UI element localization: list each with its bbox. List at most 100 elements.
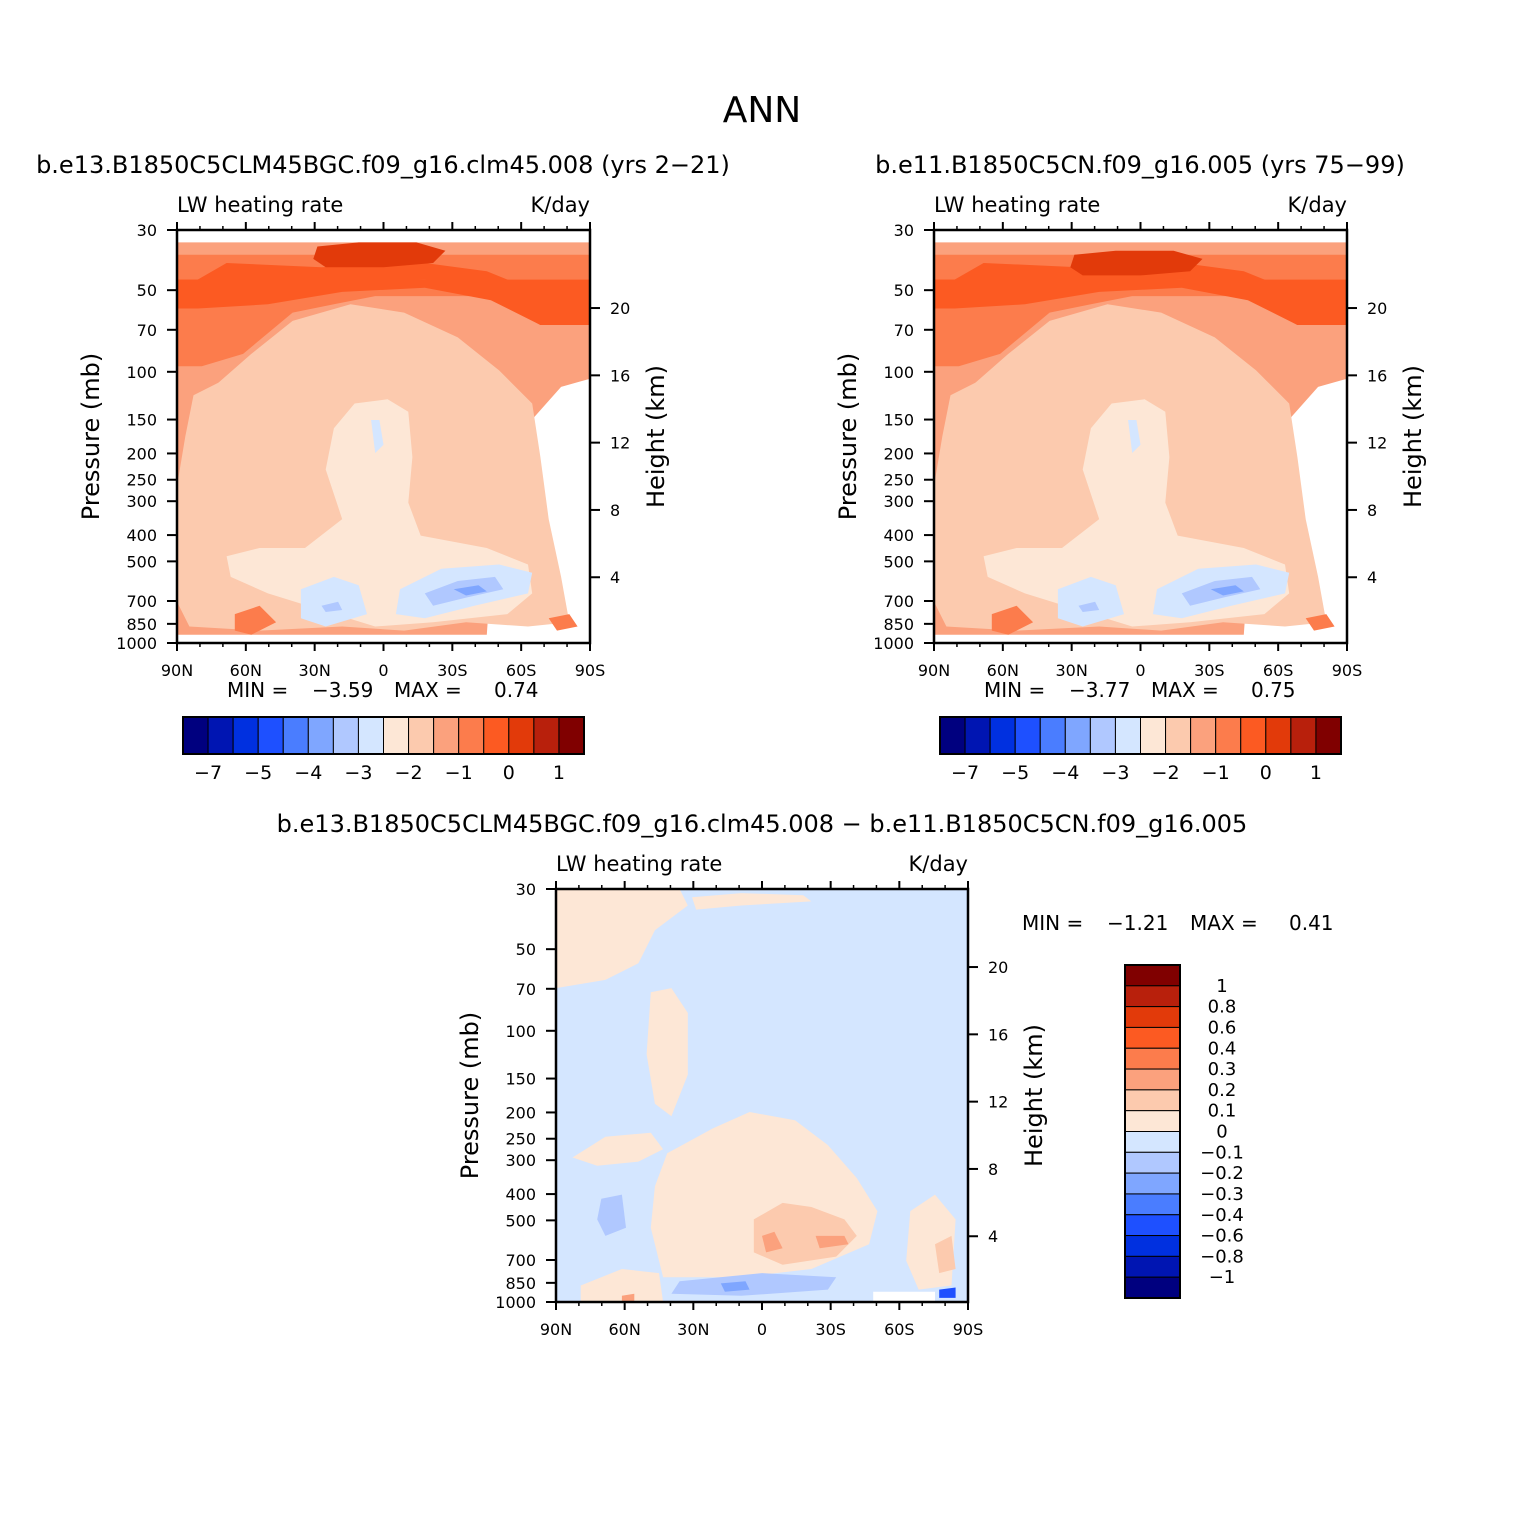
colorbar-box — [182, 716, 209, 755]
colorbar-label: −0.4 — [1200, 1205, 1244, 1226]
y-right-tick-label: 8 — [610, 501, 620, 520]
x-tick-label: 60N — [609, 1320, 641, 1339]
y-tick-label: 250 — [505, 1130, 536, 1149]
panel-title: b.e11.B1850C5CN.f09_g16.005 (yrs 75−99) — [875, 151, 1405, 179]
colorbar-box — [257, 716, 284, 755]
x-tick-label: 90N — [540, 1320, 572, 1339]
panel-case1: b.e13.B1850C5CLM45BGC.f09_g16.clm45.008 … — [36, 151, 730, 784]
colorbar-box — [1114, 716, 1141, 755]
colorbar-label: −0.1 — [1200, 1142, 1244, 1163]
colorbar-box — [1124, 1151, 1181, 1174]
colorbar-label: −1 — [1202, 762, 1230, 784]
contour-region — [1256, 632, 1331, 643]
colorbar-label: 1 — [1216, 976, 1227, 997]
y-right-tick-label: 4 — [610, 568, 620, 587]
y-tick-label: 400 — [126, 526, 157, 545]
y-tick-label: 70 — [137, 321, 157, 340]
colorbar-box — [1014, 716, 1041, 755]
min-label: MIN = — [1022, 911, 1083, 935]
colorbar: 10.80.60.40.30.20.10−0.1−0.2−0.3−0.4−0.6… — [1124, 964, 1244, 1299]
contour-region — [991, 605, 1034, 635]
min-value: −3.59 — [312, 678, 373, 702]
panel-right-label: K/day — [531, 193, 590, 217]
y-tick-label: 700 — [883, 592, 914, 611]
colorbar-label: 0.6 — [1208, 1017, 1237, 1038]
y-tick-label: 500 — [505, 1211, 536, 1230]
colorbar-box — [1124, 1068, 1181, 1091]
y-tick-label: 500 — [883, 552, 914, 571]
contour-region — [572, 1132, 664, 1166]
y-tick-label: 70 — [516, 980, 536, 999]
colorbar-box — [1039, 716, 1066, 755]
colorbar-box — [1124, 1047, 1181, 1070]
y-tick-label: 700 — [505, 1251, 536, 1270]
colorbar-box — [1124, 1131, 1181, 1153]
colorbar-label: 0.2 — [1208, 1080, 1237, 1101]
x-tick-label: 60N — [987, 661, 1019, 680]
y-tick-label: 400 — [505, 1185, 536, 1204]
contour-region — [815, 1235, 849, 1249]
colorbar-label: 1 — [1310, 762, 1322, 784]
y-right-tick-label: 12 — [988, 1093, 1008, 1112]
colorbar-box — [1124, 985, 1181, 1008]
colorbar-box — [282, 716, 309, 755]
colorbar-box — [1124, 1235, 1181, 1257]
panel-title: b.e13.B1850C5CLM45BGC.f09_g16.clm45.008 … — [277, 810, 1248, 838]
y-tick-label: 200 — [126, 444, 157, 463]
x-tick-label: 60S — [506, 661, 537, 680]
panel-diff: b.e13.B1850C5CLM45BGC.f09_g16.clm45.008 … — [277, 810, 1334, 1339]
min-label: MIN = — [984, 678, 1045, 702]
y-tick-label: 150 — [883, 411, 914, 430]
colorbar-label: 0.4 — [1208, 1038, 1237, 1059]
y-axis-label: Pressure (mb) — [834, 353, 862, 520]
colorbar-box — [1124, 1006, 1181, 1028]
colorbar-label: 0 — [503, 762, 515, 784]
colorbar-label: −4 — [294, 762, 322, 784]
contour-region — [597, 1194, 626, 1236]
contour-region — [1070, 250, 1203, 276]
x-tick-label: 30S — [1194, 661, 1225, 680]
colorbar-box — [558, 716, 585, 755]
y-right-tick-label: 8 — [988, 1160, 998, 1179]
y-tick-label: 30 — [516, 880, 536, 899]
colorbar-box — [1215, 716, 1242, 755]
colorbar-label: −5 — [1001, 762, 1029, 784]
y-tick-label: 400 — [883, 526, 914, 545]
max-label: MAX = — [1190, 911, 1258, 935]
colorbar-box — [1290, 716, 1317, 755]
contour-region — [935, 1235, 956, 1274]
contour-field — [177, 242, 590, 643]
y-right-tick-label: 20 — [1367, 299, 1387, 318]
max-value: 0.41 — [1289, 911, 1334, 935]
colorbar-label: −2 — [1152, 762, 1180, 784]
colorbar-box — [483, 716, 510, 755]
colorbar-label: −7 — [194, 762, 222, 784]
colorbar-box — [458, 716, 485, 755]
y-tick-label: 100 — [505, 1022, 536, 1041]
x-tick-label: 60S — [1263, 661, 1294, 680]
y-tick-label: 850 — [883, 615, 914, 634]
colorbar-box — [232, 716, 259, 755]
y-tick-label: 100 — [883, 363, 914, 382]
y-tick-label: 1000 — [495, 1293, 536, 1312]
colorbar-label: −0.2 — [1200, 1163, 1244, 1184]
colorbar-box — [964, 716, 991, 755]
y-right-tick-label: 16 — [988, 1025, 1008, 1044]
colorbar-label: 0.8 — [1208, 997, 1237, 1018]
max-label: MAX = — [1151, 678, 1219, 702]
colorbar-box — [357, 716, 384, 755]
y-tick-label: 250 — [883, 471, 914, 490]
contour-region — [313, 242, 446, 268]
max-value: 0.74 — [494, 678, 539, 702]
contour-region — [720, 1281, 750, 1292]
colorbar-box — [1265, 716, 1292, 755]
colorbar-label: −2 — [395, 762, 423, 784]
y-right-tick-label: 4 — [1367, 568, 1377, 587]
y-tick-label: 100 — [126, 363, 157, 382]
contour-region — [873, 1291, 935, 1302]
max-value: 0.75 — [1251, 678, 1296, 702]
y-tick-label: 200 — [883, 444, 914, 463]
x-tick-label: 30S — [437, 661, 468, 680]
colorbar-box — [1124, 1193, 1181, 1216]
colorbar-label: 0.3 — [1208, 1059, 1237, 1080]
